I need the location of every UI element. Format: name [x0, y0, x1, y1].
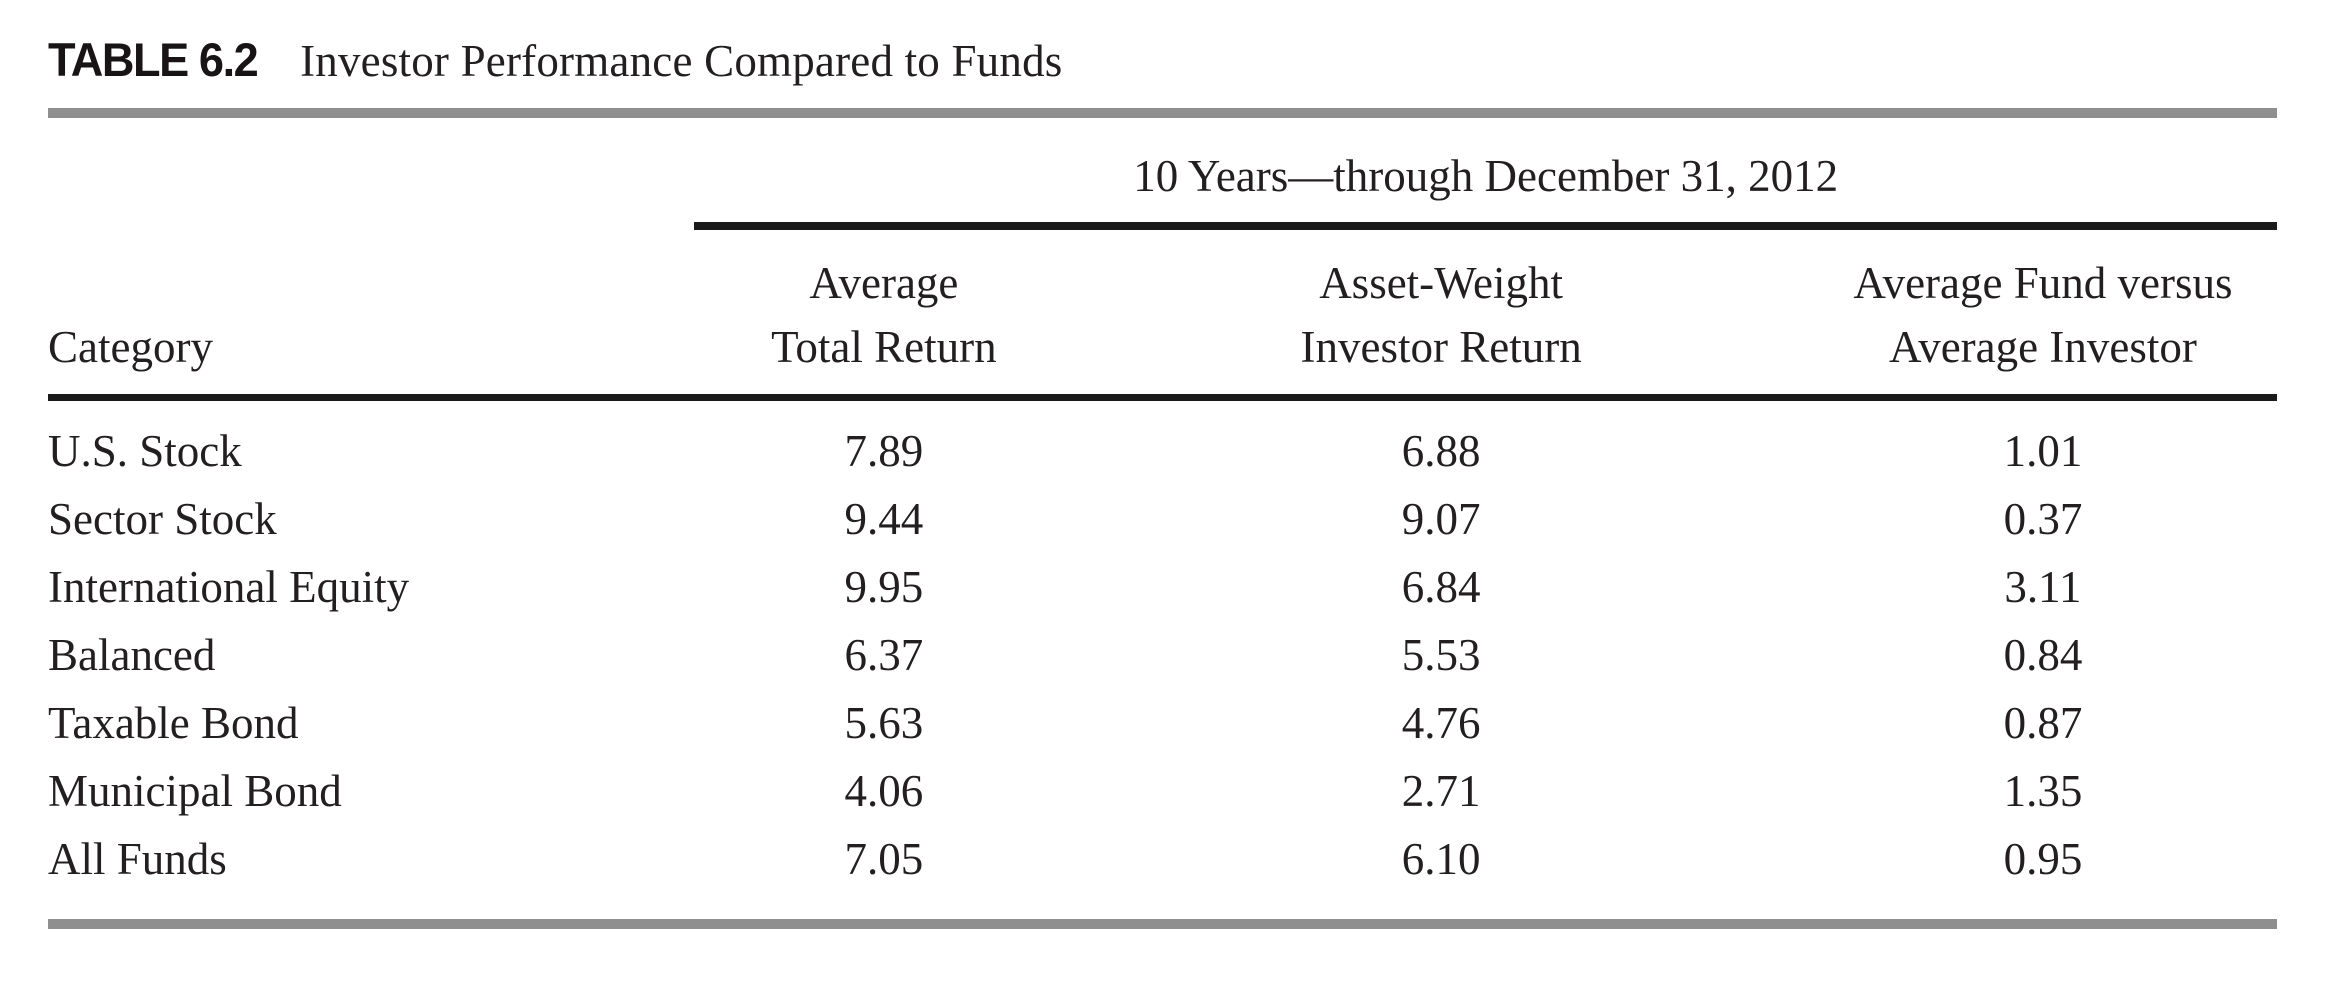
row-category: Taxable Bond: [48, 697, 299, 748]
cell-average-total-return: 6.37: [844, 629, 924, 680]
row-category: U.S. Stock: [48, 425, 242, 476]
cell-average-total-return: 7.89: [844, 425, 924, 476]
cell-average-total-return: 9.44: [844, 493, 924, 544]
table-caption: TABLE 6.2 Investor Performance Compared …: [48, 32, 2277, 87]
cell-asset-weight-investor-return: 2.71: [1401, 765, 1481, 816]
cell-fund-versus-investor: 0.37: [2003, 493, 2083, 544]
table-row: International Equity 9.95 6.84 3.11: [48, 553, 2277, 621]
table-row: U.S. Stock 7.89 6.88 1.01: [48, 397, 2277, 485]
cell-asset-weight-investor-return: 6.10: [1401, 833, 1481, 884]
row-category: All Funds: [48, 833, 227, 884]
column-header-category: Category: [48, 226, 695, 401]
header-line: Total Return: [771, 321, 997, 372]
table-row: Municipal Bond 4.06 2.71 1.35: [48, 757, 2277, 825]
top-gray-rule: [48, 108, 2277, 118]
bottom-gray-rule: [48, 918, 2277, 929]
row-category: International Equity: [48, 561, 410, 612]
period-span-header: 10 Years—through December 31, 2012: [694, 142, 2277, 230]
table-row: All Funds 7.05 6.10 0.95: [48, 825, 2277, 893]
cell-average-total-return: 5.63: [844, 697, 924, 748]
span-header-row: 10 Years—through December 31, 2012: [48, 142, 2277, 230]
row-category: Municipal Bond: [48, 765, 342, 816]
header-line: Average Fund versus: [1853, 258, 2233, 308]
table-number-label: TABLE 6.2: [48, 33, 259, 86]
cell-asset-weight-investor-return: 5.53: [1401, 629, 1481, 680]
cell-asset-weight-investor-return: 4.76: [1401, 697, 1481, 748]
cell-average-total-return: 4.06: [844, 765, 924, 816]
column-header-fund-versus-investor: Average Fund versus Average Investor: [1808, 226, 2277, 401]
cell-fund-versus-investor: 0.87: [2003, 697, 2083, 748]
cell-fund-versus-investor: 1.35: [2003, 765, 2083, 816]
row-category: Balanced: [48, 629, 216, 680]
cell-fund-versus-investor: 0.95: [2003, 833, 2083, 884]
table-row: Balanced 6.37 5.53 0.84: [48, 621, 2277, 689]
cell-average-total-return: 9.95: [844, 561, 924, 612]
table-row: Taxable Bond 5.63 4.76 0.87: [48, 689, 2277, 757]
table-title: Investor Performance Compared to Funds: [300, 36, 1063, 86]
cell-asset-weight-investor-return: 6.88: [1401, 425, 1481, 476]
cell-fund-versus-investor: 1.01: [2003, 425, 2083, 476]
row-category: Sector Stock: [48, 493, 277, 544]
header-line: Investor Return: [1300, 321, 1582, 372]
span-header-spacer: [48, 142, 694, 226]
cell-asset-weight-investor-return: 9.07: [1401, 493, 1481, 544]
cell-fund-versus-investor: 0.84: [2003, 629, 2083, 680]
cell-asset-weight-investor-return: 6.84: [1401, 561, 1481, 612]
column-header-average-total-return: Average Total Return: [694, 226, 1074, 401]
header-line: Asset-Weight: [1319, 258, 1564, 308]
header-line: Average: [809, 258, 959, 308]
column-header-row: Category Average Total Return Asset-Weig…: [48, 226, 2277, 401]
header-line: Average Investor: [1889, 321, 2197, 372]
column-header-asset-weight-investor-return: Asset-Weight Investor Return: [1073, 226, 1809, 401]
table-row: Sector Stock 9.44 9.07 0.37: [48, 485, 2277, 553]
cell-average-total-return: 7.05: [844, 833, 924, 884]
investor-performance-table: 10 Years—through December 31, 2012 Categ…: [48, 142, 2277, 893]
cell-fund-versus-investor: 3.11: [2004, 561, 2082, 612]
